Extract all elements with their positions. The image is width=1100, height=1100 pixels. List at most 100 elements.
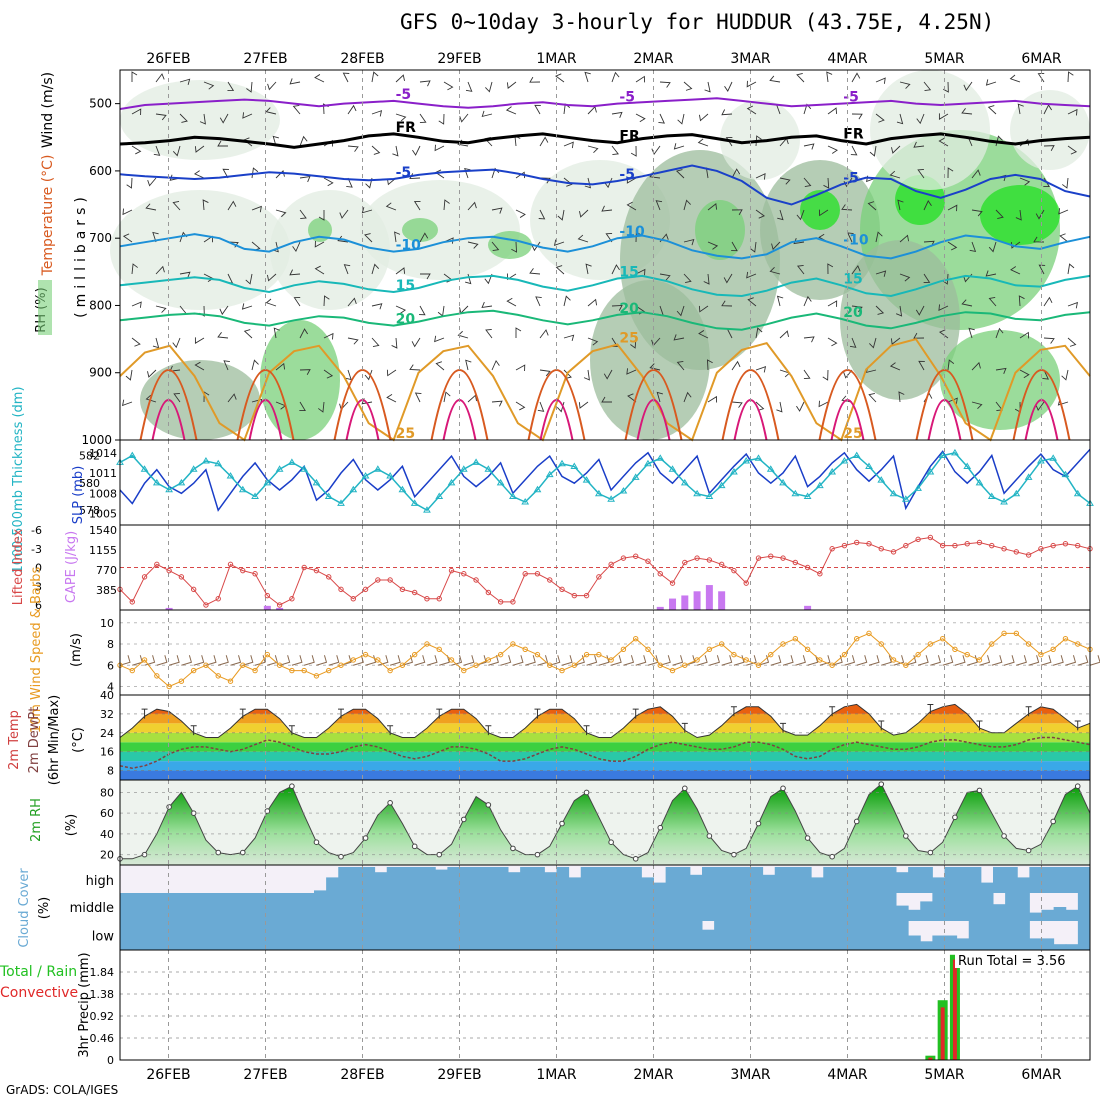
series-line-0 (119, 448, 1091, 512)
upper-barb (796, 209, 805, 221)
lifted-point (694, 555, 700, 561)
cloud-cell-middle (411, 893, 424, 921)
upper-barb (1010, 266, 1021, 275)
date-label-top-8: 5MAR (924, 51, 965, 67)
ytick-label-thickness: 578 (79, 504, 100, 517)
upper-barb (1043, 296, 1053, 307)
surface-wind-barb (709, 655, 720, 666)
temp-range (338, 708, 345, 719)
cloud-cell-high (993, 867, 1006, 893)
thickness-point (779, 478, 787, 486)
cloud-cell-high (1041, 867, 1055, 893)
contour-line-0 (119, 97, 1091, 110)
cloud-cell-high (580, 867, 594, 893)
cloud-cell-high (835, 867, 848, 893)
upper-barb (963, 81, 973, 92)
upper-barb (731, 209, 743, 216)
thickness-point (459, 465, 468, 472)
date-label-top-5: 2MAR (633, 51, 674, 67)
upper-barb (1061, 369, 1069, 381)
rh-point (387, 800, 393, 806)
contour-30-loop (915, 369, 974, 441)
upper-barb (995, 327, 1004, 339)
wind-point (510, 641, 516, 647)
upper-barb (849, 337, 857, 348)
upper-barb (601, 205, 613, 212)
upper-barb (152, 337, 160, 349)
rh-shade-8 (695, 200, 745, 260)
lifted-point (240, 567, 246, 574)
ytick-label-rh: 60 (100, 807, 114, 820)
cloud-cell-low (762, 921, 776, 950)
cloud-cell-low (411, 921, 424, 950)
upper-barb (347, 145, 359, 152)
thickness-point (288, 458, 296, 465)
date-label-top-2: 28FEB (340, 51, 384, 67)
upper-barb (1033, 236, 1045, 243)
lifted-point (473, 577, 479, 583)
cape-bar (656, 606, 664, 610)
surface-wind-barb (561, 655, 573, 666)
upper-barb (897, 199, 904, 211)
thickness-point (901, 495, 910, 502)
upper-barb (443, 199, 450, 211)
cloud-cell-middle (156, 893, 169, 921)
lifted-point (620, 555, 627, 561)
upper-barb (731, 401, 743, 408)
cloud-cell-middle (398, 893, 412, 921)
upper-barb (364, 233, 373, 243)
cloud-cell-low (859, 921, 873, 950)
wind-point (768, 651, 774, 658)
ylabel-2m-rh: 2m RH (29, 798, 44, 842)
precip-convective-bar (952, 959, 957, 1060)
upper-barb (395, 74, 405, 83)
upper-barb (339, 209, 349, 219)
upper-barb (386, 393, 397, 403)
upper-barb (413, 200, 421, 211)
cloud-cell-high (447, 867, 460, 893)
surface-wind-barb (782, 655, 794, 666)
upper-barb (202, 199, 209, 211)
upper-barb (511, 241, 518, 253)
thickness-point (324, 492, 333, 500)
wind-point (326, 667, 332, 674)
upper-barb (152, 231, 159, 243)
upper-barb (898, 391, 905, 403)
cloud-cell-low (532, 921, 545, 950)
lifted-point (301, 564, 307, 571)
thickness-point (189, 465, 198, 472)
wind-point (215, 673, 221, 679)
upper-barb (987, 105, 997, 115)
thickness-point (730, 467, 738, 475)
thickness-point (815, 481, 824, 489)
upper-barb (563, 177, 573, 187)
upper-barb (971, 361, 981, 371)
ytick-label-rh: 80 (100, 786, 114, 799)
upper-barb (537, 401, 545, 412)
upper-barb (505, 106, 517, 115)
upper-barb (603, 369, 613, 380)
upper-barb (223, 360, 230, 371)
cloud-cell-high (1029, 867, 1042, 893)
upper-barb (707, 202, 718, 211)
lifted-point (129, 599, 135, 605)
upper-barb (635, 113, 646, 123)
cloud-cell-low (835, 921, 848, 950)
upper-barb (655, 200, 663, 211)
wind-point (743, 657, 749, 663)
upper-barb (465, 81, 473, 92)
rh-shade-17 (940, 330, 1060, 430)
surface-wind-barb (414, 655, 426, 666)
thickness-point (963, 462, 972, 469)
upper-barb (585, 263, 592, 275)
upper-barb (818, 400, 829, 408)
lifted-point (780, 555, 786, 561)
wind-point (252, 667, 258, 674)
lifted-point (289, 596, 295, 602)
upper-barb (491, 167, 500, 179)
upper-barb (611, 264, 620, 275)
upper-barb (587, 337, 599, 346)
cloud-cell-middle (932, 893, 945, 921)
cloud-cell-middle (980, 893, 994, 921)
